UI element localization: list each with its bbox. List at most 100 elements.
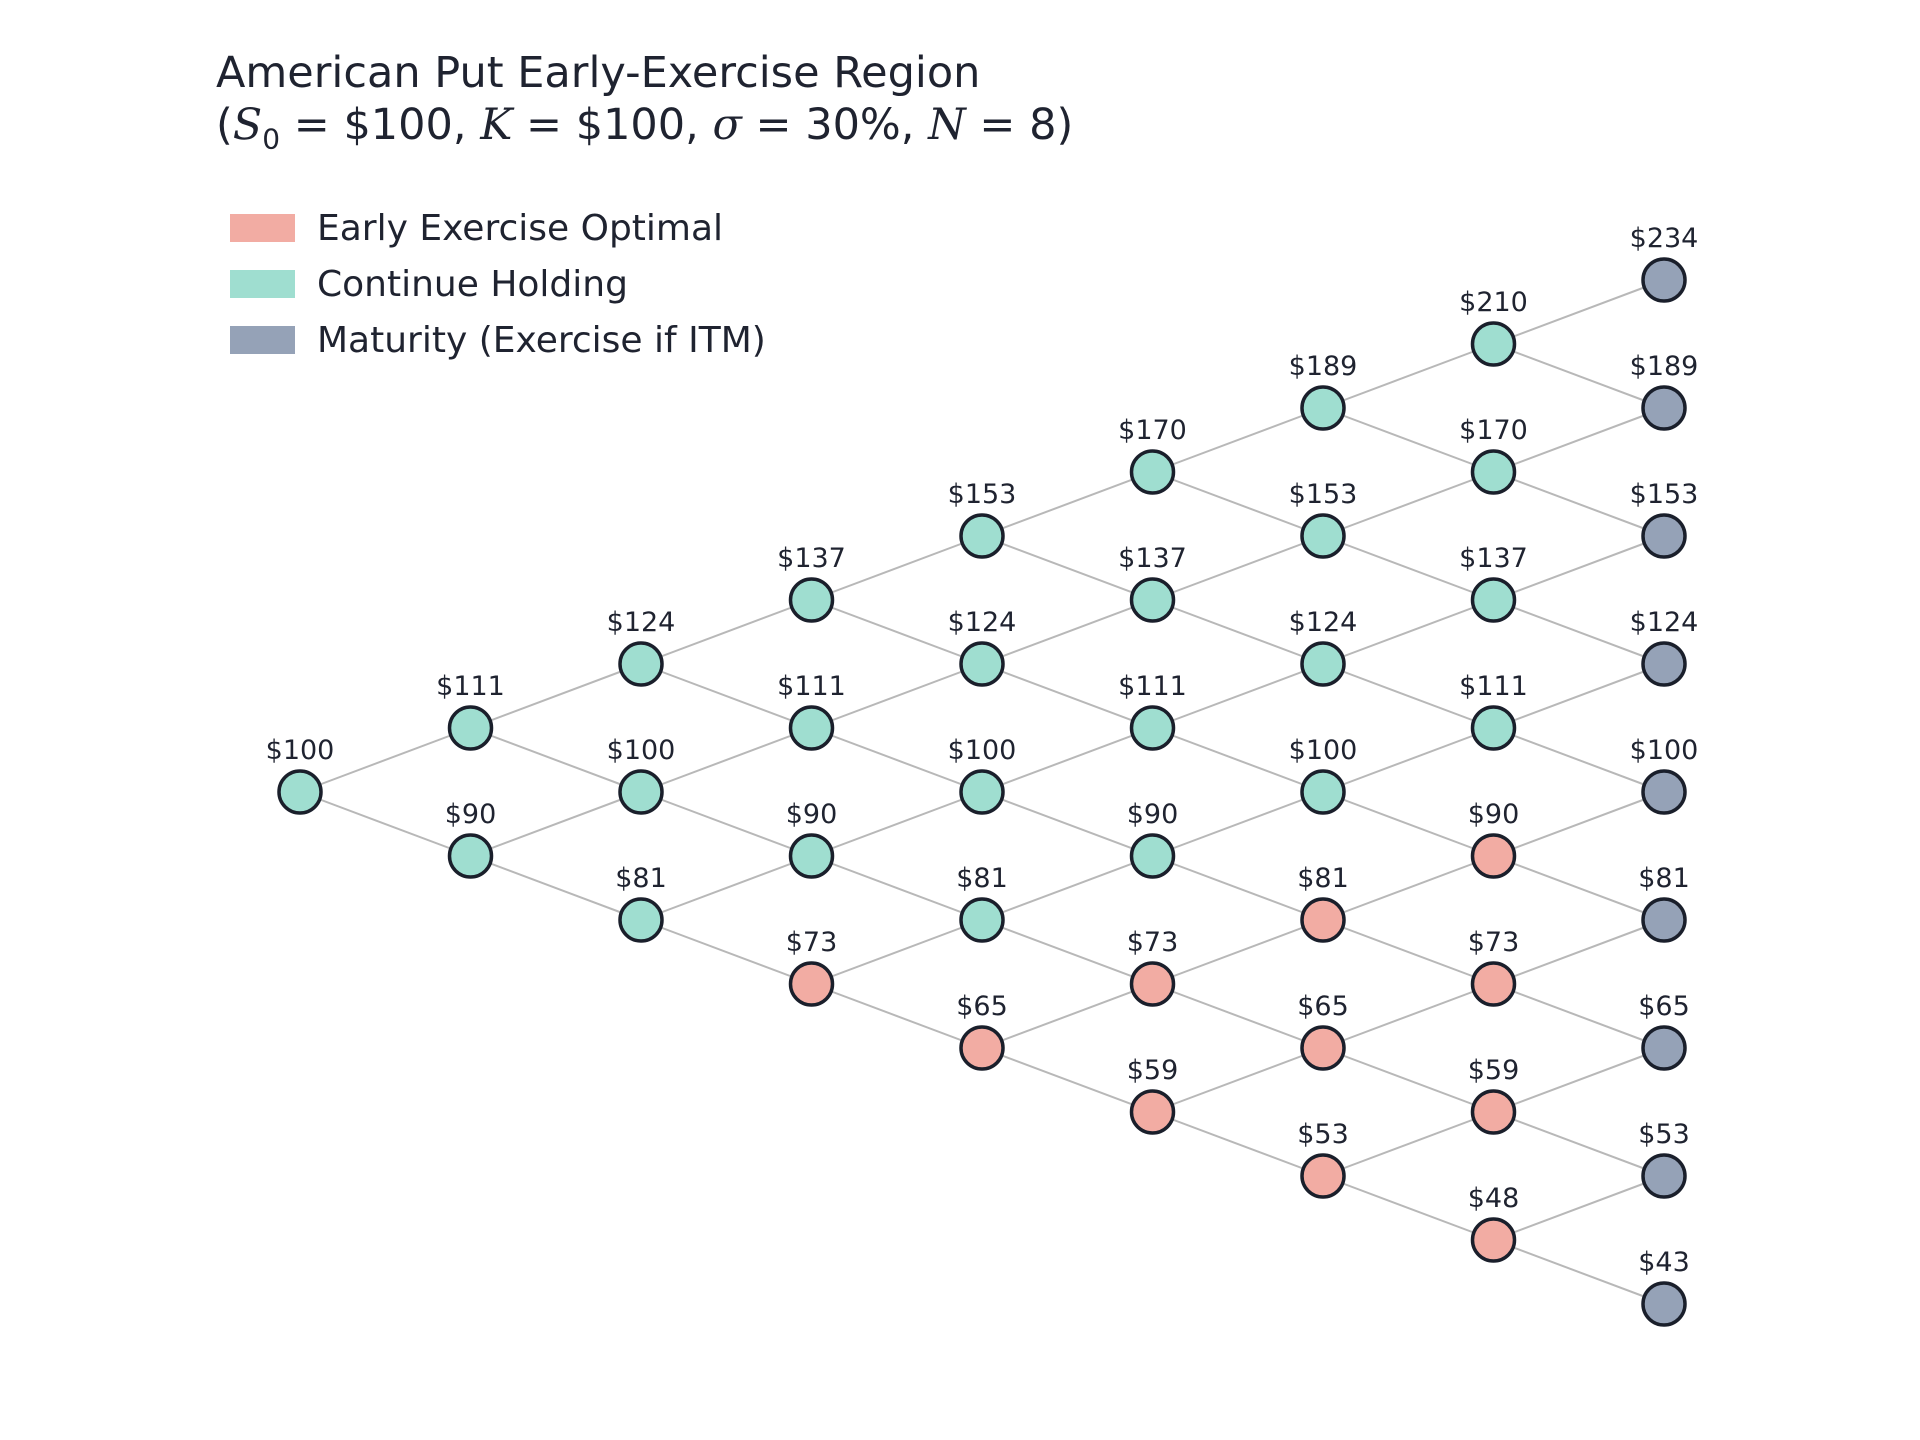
legend-label-maturity: Maturity (Exercise if ITM) (317, 319, 766, 361)
tree-node-2-0 (618, 641, 664, 687)
tree-edge-0-0-down (299, 791, 471, 857)
tree-node-label-6-4: $81 (1297, 863, 1349, 894)
tree-node-8-6 (1641, 1025, 1687, 1071)
subtitle-n-symbol: N (928, 100, 966, 150)
tree-node-label-7-7: $48 (1468, 1183, 1520, 1214)
tree-edge-6-0-down (1322, 407, 1494, 473)
tree-edge-4-2-down (981, 791, 1153, 857)
tree-edge-7-3-down (1493, 727, 1665, 793)
tree-node-5-4 (1129, 961, 1176, 1007)
tree-node-label-4-1: $124 (948, 607, 1017, 638)
tree-edge-6-1-down (1322, 535, 1494, 601)
tree-node-5-3 (1129, 833, 1176, 879)
tree-edge-3-0-down (811, 599, 983, 665)
tree-node-1-1 (447, 833, 494, 879)
tree-edge-5-2-down (1152, 727, 1324, 793)
tree-edge-3-3-down (811, 983, 983, 1049)
tree-node-5-5 (1129, 1089, 1176, 1135)
tree-node-5-0 (1129, 449, 1176, 495)
tree-edge-2-2-up (640, 855, 812, 921)
tree-node-3-3 (788, 961, 835, 1007)
tree-edge-3-1-up (811, 663, 983, 729)
tree-edge-3-1-down (811, 727, 983, 793)
tree-edge-7-7-down (1493, 1239, 1665, 1305)
tree-node-label-4-3: $81 (956, 863, 1008, 894)
tree-node-6-4 (1300, 897, 1346, 943)
tree-node-4-0 (959, 513, 1005, 559)
legend-swatch-continue (230, 270, 295, 298)
legend-label-continue: Continue Holding (317, 263, 628, 305)
tree-node-label-6-3: $100 (1289, 735, 1358, 766)
tree-edge-2-2-down (640, 919, 812, 985)
tree-node-8-0 (1641, 257, 1687, 303)
tree-nodes (277, 257, 1687, 1327)
chart-subtitle: (S0 = $100, K = $100, σ = 30%, N = 8) (216, 100, 1073, 156)
tree-node-label-4-0: $153 (948, 479, 1017, 510)
tree-node-2-1 (618, 769, 664, 815)
tree-edge-7-1-up (1493, 407, 1665, 473)
tree-node-6-0 (1300, 385, 1346, 431)
tree-node-label-7-5: $73 (1468, 927, 1520, 958)
tree-edge-7-6-down (1493, 1111, 1665, 1177)
tree-node-6-2 (1300, 641, 1346, 687)
legend-item-exercise: Early Exercise Optimal (230, 200, 766, 256)
tree-edge-7-2-down (1493, 599, 1665, 665)
tree-node-label-2-2: $81 (615, 863, 667, 894)
tree-edge-7-2-up (1493, 535, 1665, 601)
tree-node-label-4-2: $100 (948, 735, 1017, 766)
tree-node-3-2 (788, 833, 835, 879)
tree-edge-5-4-down (1152, 983, 1324, 1049)
tree-edge-1-1-down (470, 855, 642, 921)
legend-swatch-maturity (230, 326, 295, 354)
tree-node-7-5 (1470, 961, 1517, 1007)
tree-node-label-1-0: $111 (436, 671, 505, 702)
tree-edge-0-0-up (299, 727, 471, 793)
subtitle-s-symbol: S (232, 100, 263, 150)
tree-edge-4-4-up (981, 983, 1153, 1049)
chart-title: American Put Early-Exercise Region (216, 48, 981, 98)
tree-node-label-8-0: $234 (1630, 223, 1699, 254)
tree-edge-5-5-up (1152, 1047, 1324, 1113)
tree-node-label-2-1: $100 (607, 735, 676, 766)
tree-node-label-5-2: $111 (1118, 671, 1187, 702)
tree-node-8-2 (1641, 513, 1687, 559)
tree-edge-6-4-up (1322, 855, 1494, 921)
tree-node-label-8-5: $81 (1638, 863, 1690, 894)
tree-node-label-5-5: $59 (1127, 1055, 1179, 1086)
tree-node-label-7-1: $170 (1459, 415, 1528, 446)
tree-edge-5-3-down (1152, 855, 1324, 921)
subtitle-sigma-symbol: σ (712, 100, 742, 150)
legend-item-continue: Continue Holding (230, 256, 766, 312)
tree-labels: $100 $111 $90 $124 $100 $81 $137 $111 $90 $73 $153… (266, 223, 1699, 1278)
tree-node-label-3-3: $73 (786, 927, 838, 958)
tree-edge-4-1-down (981, 663, 1153, 729)
tree-edge-7-7-up (1493, 1175, 1665, 1241)
tree-edge-1-1-up (470, 791, 642, 857)
tree-node-label-3-0: $137 (777, 543, 846, 574)
tree-node-label-5-4: $73 (1127, 927, 1179, 958)
tree-edge-7-0-down (1493, 343, 1665, 409)
tree-edge-3-3-up (811, 919, 983, 985)
tree-edge-4-0-down (981, 535, 1153, 601)
tree-node-label-8-1: $189 (1630, 351, 1699, 382)
tree-edge-4-4-down (981, 1047, 1153, 1113)
tree-edge-4-3-down (981, 919, 1153, 985)
tree-edge-5-3-up (1152, 791, 1324, 857)
tree-edge-6-5-up (1322, 983, 1494, 1049)
tree-edge-2-1-down (640, 791, 812, 857)
tree-node-4-2 (959, 769, 1005, 815)
tree-edge-6-2-down (1322, 663, 1494, 729)
tree-node-8-4 (1641, 769, 1687, 815)
tree-node-5-1 (1129, 577, 1176, 623)
tree-node-8-3 (1641, 641, 1687, 687)
tree-node-label-7-0: $210 (1459, 287, 1528, 318)
tree-node-label-6-5: $65 (1297, 991, 1349, 1022)
tree-node-label-6-6: $53 (1297, 1119, 1349, 1150)
tree-node-label-8-3: $124 (1630, 607, 1699, 638)
tree-edge-6-3-down (1322, 791, 1494, 857)
tree-node-label-8-6: $65 (1638, 991, 1690, 1022)
legend-label-exercise: Early Exercise Optimal (317, 207, 724, 249)
legend-item-maturity: Maturity (Exercise if ITM) (230, 312, 766, 368)
subtitle-n-value: = 8) (965, 100, 1074, 150)
